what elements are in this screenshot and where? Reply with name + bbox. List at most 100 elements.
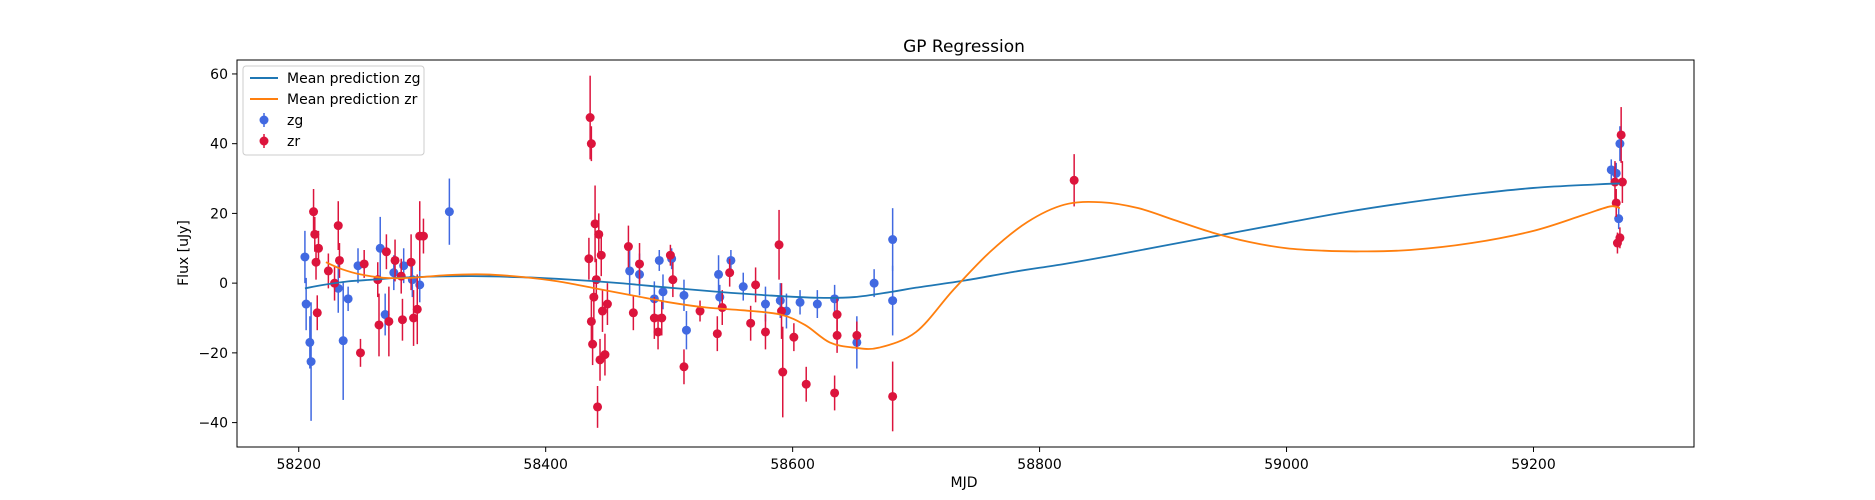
y-axis: −40 −20 0 20 40 60 [198, 67, 237, 432]
marker-zr [312, 308, 322, 318]
data-point-zr [628, 295, 638, 331]
data-point-zr [777, 283, 787, 339]
data-point-zr [586, 126, 596, 162]
marker-zr [649, 313, 659, 323]
data-point-zr [323, 253, 333, 289]
marker-zr [760, 327, 770, 337]
legend-entry-zr-mean: Mean prediction zr [250, 92, 418, 108]
data-point-zg [888, 208, 898, 271]
marker-zr [409, 313, 419, 323]
data-point-zr [355, 338, 365, 367]
data-point-zr [590, 185, 600, 263]
x-axis: 58200 58400 58600 58800 59000 59200 [276, 447, 1556, 473]
plot-frame [236, 59, 1695, 448]
data-point-zg [726, 250, 736, 271]
data-point-zr [596, 234, 606, 277]
marker-zr [679, 362, 689, 372]
series-zr [309, 75, 1627, 432]
data-point-zg [625, 246, 635, 296]
y-tick-label: −40 [198, 416, 228, 432]
data-point-zr [679, 349, 689, 385]
marker-zr [313, 243, 323, 253]
marker-zg [338, 336, 348, 346]
marker-zr [832, 310, 842, 320]
data-point-zr [406, 234, 416, 291]
marker-zg [654, 255, 664, 265]
marker-zr [584, 254, 594, 264]
marker-zg [1615, 139, 1625, 149]
data-point-zg [380, 293, 390, 336]
marker-zr [801, 379, 811, 389]
marker-zg [380, 310, 390, 320]
data-point-zr [584, 237, 594, 280]
data-point-zg [812, 290, 822, 318]
legend-entry-zr: zr [259, 134, 300, 150]
marker-zr [1611, 198, 1621, 208]
data-point-zr [852, 321, 862, 350]
marker-zg [658, 287, 668, 297]
marker-zg [343, 294, 353, 304]
marker-zr [590, 219, 600, 229]
marker-zg [306, 357, 316, 367]
marker-zr [585, 113, 595, 123]
legend-frame [242, 65, 425, 156]
data-point-zr [778, 326, 788, 418]
marker-zr [359, 259, 369, 269]
data-point-zr [1616, 107, 1626, 163]
x-tick-label: 58800 [1017, 457, 1062, 473]
legend-label-zr-mean: Mean prediction zr [287, 92, 418, 108]
data-point-zg [681, 311, 691, 350]
y-tick-label: −20 [198, 346, 228, 362]
legend-label-zr: zr [287, 134, 300, 150]
marker-zg [738, 282, 748, 292]
data-point-zr [657, 300, 667, 336]
marker-zg [681, 325, 691, 335]
data-point-zg [654, 250, 664, 271]
data-point-zg [869, 269, 879, 298]
marker-zg [301, 299, 311, 309]
data-point-zr [359, 250, 369, 278]
marker-zr [712, 329, 722, 339]
line-mean-prediction-zr [325, 200, 1621, 350]
data-point-zr [1617, 161, 1627, 203]
data-point-zr [760, 314, 770, 350]
marker-zr [657, 313, 667, 323]
data-point-zr [333, 201, 343, 251]
marker-zr [746, 318, 756, 328]
marker-zr [591, 275, 601, 285]
marker-zr [309, 207, 319, 217]
y-tick-label: 0 [219, 276, 228, 292]
marker-zr [1069, 175, 1079, 185]
data-point-zr [1611, 189, 1621, 217]
data-point-zr [381, 234, 391, 270]
legend-label-zg: zg [287, 113, 303, 129]
marker-zr [396, 271, 406, 281]
data-point-zr [418, 218, 428, 254]
marker-zr [310, 229, 320, 239]
marker-zr [789, 332, 799, 342]
marker-zr [390, 255, 400, 265]
marker-zr [623, 242, 633, 252]
legend-swatch-zg-marker [259, 115, 269, 125]
data-point-zr [801, 366, 811, 402]
x-tick-label: 58400 [523, 457, 568, 473]
data-point-zr [409, 290, 419, 346]
data-point-zr [334, 243, 344, 278]
series-zg [300, 126, 1625, 421]
marker-zr [635, 259, 645, 269]
data-point-zr [665, 244, 675, 266]
y-tick-label: 20 [210, 206, 228, 222]
legend-entry-zg: zg [259, 113, 303, 129]
data-point-zr [397, 298, 407, 341]
data-point-zr [384, 286, 394, 357]
y-axis-label: Flux [uJy] [176, 220, 192, 286]
y-tick-label: 60 [210, 67, 228, 83]
marker-zg [795, 297, 805, 307]
marker-zg [888, 235, 898, 245]
marker-zr [593, 402, 603, 412]
marker-zr [586, 316, 596, 326]
data-point-zr [695, 300, 705, 322]
marker-zg [775, 296, 785, 306]
marker-zg [300, 252, 310, 262]
